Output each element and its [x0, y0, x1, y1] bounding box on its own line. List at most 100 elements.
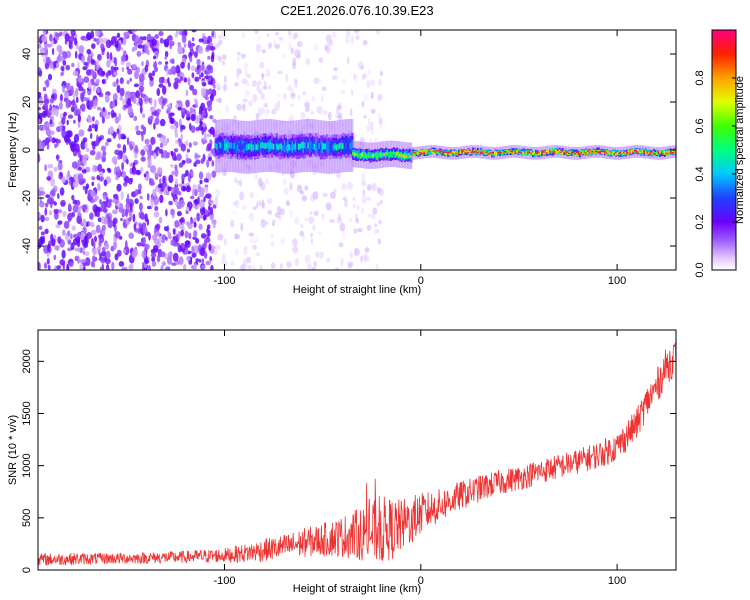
spectrogram-cell	[258, 89, 262, 95]
spectrogram-cell	[266, 178, 269, 184]
spectrogram-cell	[242, 31, 245, 39]
spectrogram-cell	[75, 256, 79, 261]
spectrogram-cell	[101, 155, 106, 162]
spectrogram-cell	[302, 195, 307, 201]
spectrogram-cell	[91, 176, 95, 180]
spectrogram-cell	[322, 213, 325, 220]
spectrogram-cell	[106, 60, 110, 68]
spectrogram-cell	[207, 56, 210, 60]
spectrogram-cell	[252, 237, 258, 244]
spectrogram-cell	[239, 191, 244, 200]
spectrogram-cell	[126, 159, 129, 165]
snr-y-tick-label: 1000	[21, 453, 33, 477]
spectrogram-cell	[199, 259, 201, 263]
spectrogram-cell	[211, 54, 214, 62]
spectrogram-cell	[167, 256, 172, 264]
spectrogram-cell	[62, 250, 66, 259]
spectrogram-cell	[186, 207, 189, 211]
spectrogram-cell	[365, 247, 370, 253]
spectrogram-cell	[159, 77, 164, 84]
spectrogram-cell	[368, 69, 371, 75]
spectrogram-cell	[362, 101, 365, 108]
spectrogram-cell	[96, 58, 98, 66]
spectrogram-cell	[302, 91, 306, 95]
spectrogram-cell	[194, 51, 198, 58]
spectrogram-cell	[265, 69, 270, 78]
spectrogram-cell	[127, 137, 129, 145]
snr-y-tick-label: 1500	[21, 401, 33, 425]
spectrogram-cell	[39, 97, 44, 105]
spectrogram-cell	[378, 188, 384, 196]
spectrogram-cell	[340, 223, 345, 232]
spectrogram-cell	[70, 234, 73, 240]
spectrogram-cell	[90, 150, 96, 156]
spectrogram-cell	[154, 99, 156, 108]
spectrogram-cell	[194, 77, 199, 82]
spectrogram-cell	[178, 107, 182, 111]
spectrogram-cell	[289, 209, 293, 218]
spectrogram-cell	[111, 66, 114, 75]
spectrogram-cell	[292, 238, 298, 246]
spectrogram-cell	[180, 62, 185, 69]
spectrogram-cell	[44, 164, 47, 171]
spectrogram-cell	[280, 208, 285, 215]
spectrogram-cell	[308, 217, 314, 224]
spectrogram-cell	[300, 112, 305, 120]
spectrogram-cell	[107, 138, 112, 142]
chart-title: C2E1.2026.076.10.39.E23	[280, 3, 433, 18]
spectrogram-cell	[378, 94, 383, 100]
spectrogram-cell	[86, 32, 92, 40]
spectrogram-cell	[292, 61, 296, 69]
spectrogram-cell	[253, 206, 257, 210]
spectrogram-cell	[357, 205, 359, 210]
spectrogram-cell	[354, 75, 359, 81]
spectrogram-cell	[230, 220, 234, 228]
spectrogram-cell	[143, 226, 148, 234]
spectrogram-cell	[159, 195, 163, 203]
spectrogram-cell	[380, 200, 383, 205]
spectrogram-cell	[144, 174, 147, 178]
spectrogram-cell	[305, 255, 311, 263]
spectrogram-cell	[59, 32, 62, 37]
spectrogram-cell	[44, 262, 47, 269]
spectrogram-cell	[70, 86, 74, 94]
spectrogram-cell	[275, 44, 280, 49]
spectrogram-cell	[239, 179, 242, 187]
spectrogram-cell	[169, 117, 174, 124]
spectrogram-cell	[370, 122, 373, 130]
colorbar-gradient	[712, 30, 736, 270]
spectrogram-cell	[181, 125, 186, 130]
spectrogram-cell	[73, 238, 79, 245]
spectrogram-cell	[212, 222, 216, 229]
spectrogram-cell	[267, 198, 272, 204]
snr-x-tick-label: -100	[213, 575, 235, 587]
snr-x-axis-label: Height of straight line (km)	[293, 583, 421, 595]
spectrogram-cell	[190, 196, 194, 200]
spectrogram-cell	[79, 129, 85, 136]
spectrogram-cell	[129, 78, 132, 82]
spectrogram-cell	[145, 244, 150, 250]
spectrogram-cell	[154, 201, 157, 206]
spectrogram-cell	[235, 248, 238, 256]
spectrogram-cell	[246, 83, 251, 87]
spectrogram-cell	[140, 106, 143, 114]
spectrogram-cell	[139, 202, 143, 211]
spectrogram-cell	[182, 223, 185, 231]
spectrogram-cell	[91, 69, 95, 76]
spectrogram-cell	[282, 53, 286, 59]
spectrogram-cell	[218, 234, 224, 241]
spectrogram-cell	[290, 104, 294, 108]
spectrogram-cell	[78, 45, 84, 54]
spectrogram-cell	[148, 265, 151, 274]
spectrogram-cell	[87, 117, 92, 124]
spectrogram-cell	[60, 72, 63, 76]
spectrogram-cell	[154, 67, 158, 73]
spectrogram-cell	[175, 179, 178, 186]
spectrogram-cell	[93, 86, 96, 92]
spectrogram-cell	[230, 261, 235, 267]
spectrogram-cell	[137, 44, 143, 48]
spectrogram-cell	[78, 78, 83, 83]
spectrogram-cell	[318, 57, 323, 63]
spectrogram-cell	[179, 218, 184, 222]
spectrogram-cell	[112, 81, 117, 87]
